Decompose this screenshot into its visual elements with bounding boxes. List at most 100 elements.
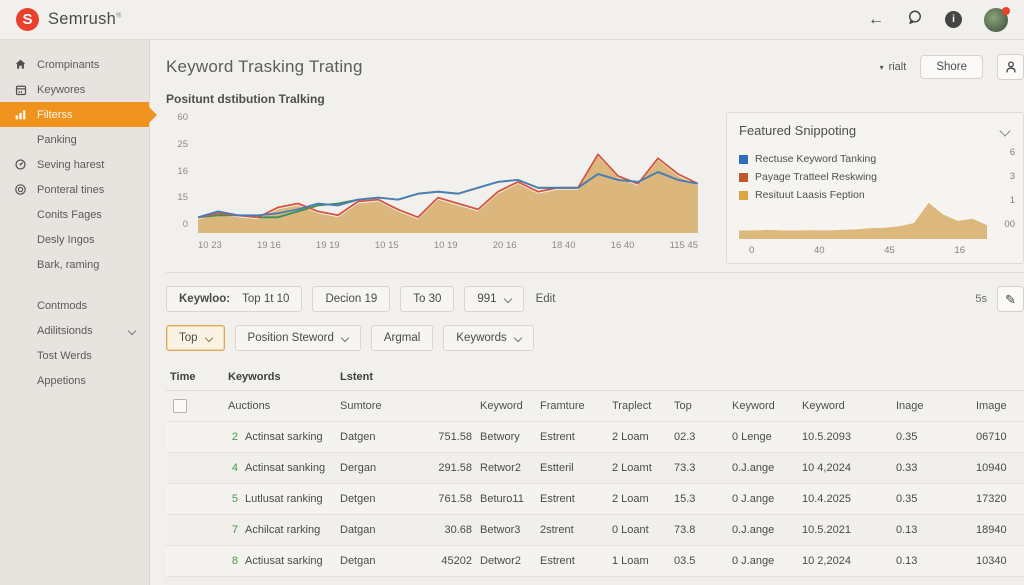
y-tick-label: 0: [183, 219, 188, 230]
back-arrow-icon[interactable]: ←: [868, 12, 884, 28]
filter-chip-to-30[interactable]: To 30: [400, 286, 454, 312]
table-cell: 06710: [972, 431, 1024, 443]
sidebar-item-contmods[interactable]: Contmods: [0, 293, 149, 318]
table-cell: 10 4,2024: [798, 462, 892, 474]
table-cell: 751.58: [424, 431, 476, 443]
keyword-cell: 5Lutlusat ranking: [224, 493, 336, 505]
table-cell: 2strent: [536, 524, 608, 536]
table-column-header-row: AuctionsSumtoreKeywordFramtureTraplectTo…: [166, 391, 1024, 422]
chat-bubble-icon[interactable]: [906, 9, 923, 30]
person-icon-button[interactable]: [997, 54, 1024, 80]
table-cell: 10.5.2093: [798, 431, 892, 443]
table-cell: Estrent: [536, 555, 608, 567]
app-window: S Semrush® ← i CrompinantsKeyworesFilter…: [0, 0, 1024, 585]
user-avatar[interactable]: [984, 8, 1008, 32]
info-icon[interactable]: i: [945, 11, 962, 28]
filter-chip-top[interactable]: Top: [166, 325, 225, 351]
filter-row-primary: Keywloo:Top 1t 10Decion 19To 30991Edit5s…: [166, 286, 1024, 312]
table-cell: Detwor2: [476, 555, 536, 567]
y-tick-label: 3: [1010, 171, 1015, 182]
column-header-framture-5: Framture: [536, 400, 608, 412]
keyword-text: Actinsat sarking: [245, 431, 323, 443]
left-chart-plot: [198, 115, 698, 233]
column-header-keyword-4: Keyword: [476, 400, 536, 412]
table-row[interactable]: 8Actiusat sarkingDetgan45202Detwor2Estre…: [166, 546, 1024, 577]
sidebar-item-tost-werds[interactable]: Tost Werds: [0, 343, 149, 368]
table-row[interactable]: 7Achilcat rarkingDatgan30.68Betwor32stre…: [166, 515, 1024, 546]
sidebar-item-label: Desly Ingos: [37, 234, 94, 246]
table-cell: 10 2,2024: [798, 555, 892, 567]
table-row[interactable]: 5Lutlusat rankingDetgen761.58Beturo11Est…: [166, 484, 1024, 515]
x-tick-label: 16 40: [611, 240, 635, 251]
semrush-logo-icon[interactable]: S: [16, 8, 39, 31]
y-tick-label: 1: [1010, 195, 1015, 206]
table-cell: 18940: [972, 524, 1024, 536]
table-cell: 17320: [972, 493, 1024, 505]
sidebar-item-crompinants[interactable]: Crompinants: [0, 52, 149, 77]
filter-chip-decion-19[interactable]: Decion 19: [312, 286, 390, 312]
sidebar-item-filterss[interactable]: Filterss: [0, 102, 149, 127]
edit-pencil-button[interactable]: ✎: [997, 286, 1024, 312]
table-cell: 30.68: [424, 524, 476, 536]
target-icon: [13, 183, 28, 196]
sidebar-item-panking[interactable]: Panking: [0, 127, 149, 152]
legend-swatch: [739, 191, 748, 200]
sidebar-item-seving-harest[interactable]: Seving harest: [0, 152, 149, 177]
table-cell: 10940: [972, 462, 1024, 474]
chevron-down-icon[interactable]: [999, 125, 1010, 136]
position-distribution-chart[interactable]: 602516150 10 2319 1619 1910 1510 1920 16…: [166, 112, 706, 264]
edit-link[interactable]: Edit: [536, 293, 556, 305]
x-tick-label: 20 16: [493, 240, 517, 251]
sidebar-item-conits-fages[interactable]: Conits Fages: [0, 202, 149, 227]
table-cell: 0 J.ange: [728, 493, 798, 505]
y-tick-label: 25: [177, 139, 188, 150]
table-row[interactable]: 2Actinsat sarkingDatgen751.58BetworyEstr…: [166, 422, 1024, 453]
table-cell: Dergan: [336, 462, 424, 474]
filter-chip-keywords[interactable]: Keywords: [443, 325, 534, 351]
table-cell: 10.4.2025: [798, 493, 892, 505]
date-range-dropdown[interactable]: ▾ rialt: [880, 61, 907, 73]
topbar: S Semrush® ← i: [0, 0, 1024, 40]
table-cell: 0.J.ange: [728, 462, 798, 474]
main-content: Keyword Trasking Trating ▾ rialt Shore P…: [150, 40, 1024, 585]
sidebar-item-appetions[interactable]: Appetions: [0, 368, 149, 393]
sidebar-item-adilitsionds[interactable]: Adilitsionds: [0, 318, 149, 343]
sidebar-item-desly-ingos[interactable]: Desly Ingos: [0, 227, 149, 252]
table-group-header-row: TimeKeywordsLstent: [166, 363, 1024, 391]
y-tick-label: 00: [1004, 219, 1015, 230]
column-header-keyword-9: Keyword: [798, 400, 892, 412]
x-tick-label: 19 16: [257, 240, 281, 251]
legend-label: Rectuse Keyword Tanking: [755, 153, 876, 165]
left-chart-y-axis: 602516150: [166, 112, 188, 230]
left-chart-x-axis: 10 2319 1619 1910 1510 1920 1618 4016 40…: [198, 240, 698, 251]
section-subtitle: Positunt dstibution Tralking: [166, 92, 1024, 106]
chevron-down-icon: [204, 334, 212, 342]
table-cell: Estteril: [536, 462, 608, 474]
filter-chip-argmal[interactable]: Argmal: [371, 325, 433, 351]
pencil-icon: ✎: [1005, 293, 1016, 306]
share-button[interactable]: Shore: [920, 55, 983, 79]
chip-value: Top: [179, 332, 198, 344]
filter-chip-top-1t-10[interactable]: Keywloo:Top 1t 10: [166, 286, 302, 312]
legend-label: Payage Tratteel Reskwing: [755, 171, 877, 183]
chevron-down-icon: [128, 326, 136, 334]
topbar-actions: ← i: [868, 8, 1008, 32]
chevron-down-icon: [341, 334, 349, 342]
filter-chip-position-steword[interactable]: Position Steword: [235, 325, 361, 351]
sidebar-item-label: Panking: [37, 134, 77, 146]
chip-value: Argmal: [384, 332, 420, 344]
select-all-checkbox[interactable]: [173, 399, 187, 413]
keyword-cell: 4Actinsat sanking: [224, 462, 336, 474]
table-cell: Beturo11: [476, 493, 536, 505]
filter-chip-991[interactable]: 991: [464, 286, 523, 312]
sidebar-item-keywores[interactable]: Keywores: [0, 77, 149, 102]
x-tick-label: 10 23: [198, 240, 222, 251]
table-cell: 73.8: [670, 524, 728, 536]
table-row[interactable]: 4Actinsat sankingDergan291.58Retwor2Estt…: [166, 453, 1024, 484]
sidebar-item-ponteral-tines[interactable]: Ponteral tines: [0, 177, 149, 202]
table-cell: 0.35: [892, 431, 972, 443]
sidebar-item-bark-raming[interactable]: Bark, raming: [0, 252, 149, 277]
table-cell: 0.J.ange: [728, 524, 798, 536]
x-tick-label: 115 45: [670, 240, 698, 251]
row-rank-number: 2: [228, 431, 238, 443]
